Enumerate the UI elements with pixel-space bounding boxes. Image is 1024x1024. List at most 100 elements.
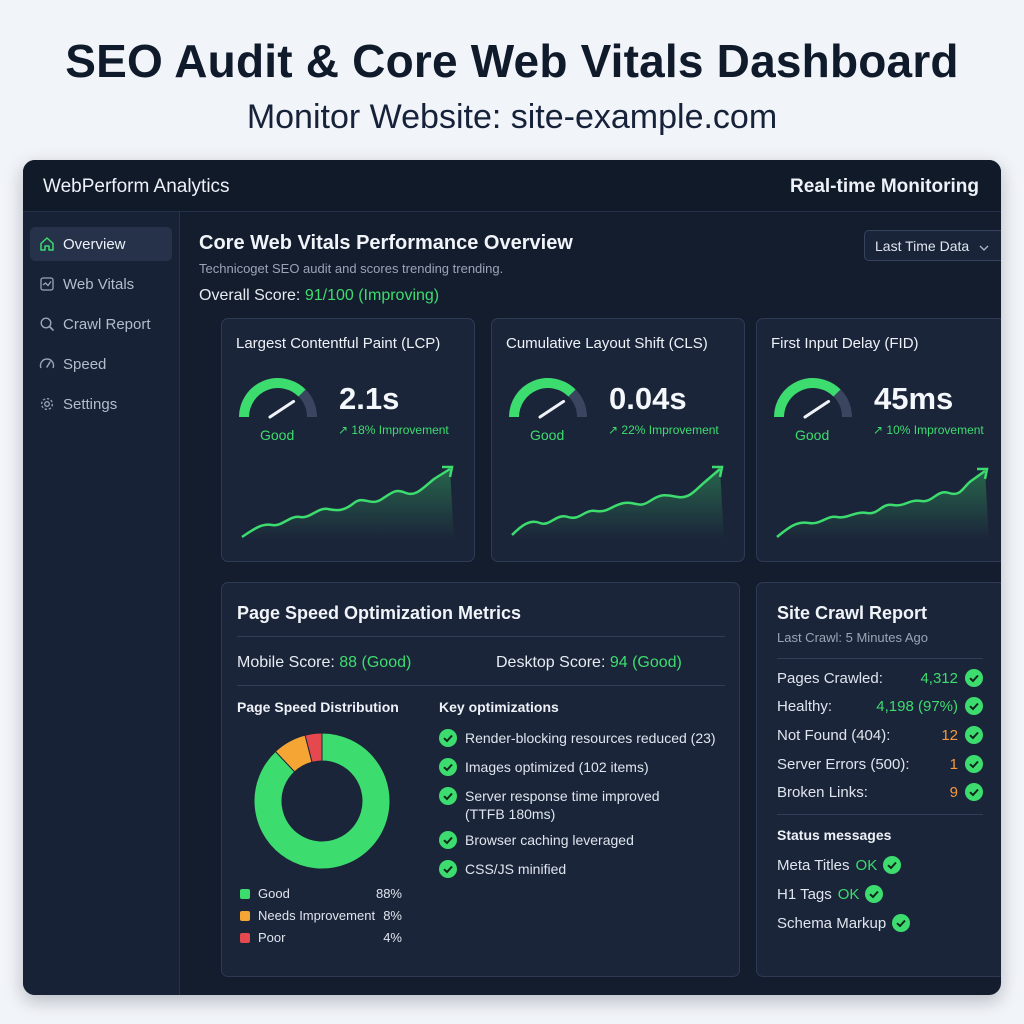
check-circle-icon	[892, 914, 911, 932]
divider	[777, 814, 983, 815]
app-window: WebPerform Analytics Real-time Monitorin…	[23, 160, 1001, 995]
gauge-icon	[774, 378, 852, 419]
vital-title: First Input Delay (FID)	[771, 335, 919, 352]
vital-card-cls[interactable]: Cumulative Layout Shift (CLS) Good 0.04s…	[491, 318, 745, 562]
sidebar-item-overview[interactable]: Overview	[30, 227, 172, 261]
desktop-score-label: Desktop Score:	[496, 654, 606, 671]
check-circle-icon	[439, 860, 457, 878]
crawl-row-value: 9	[949, 783, 958, 801]
crawl-row-pages-crawled: Pages Crawled: 4,312	[777, 669, 983, 687]
vital-trend-text: 10% Improvement	[886, 423, 984, 437]
legend-value: 8%	[383, 908, 402, 923]
home-icon	[39, 236, 55, 252]
optimization-item: Server response time improved (TTFB 180m…	[439, 787, 679, 823]
check-circle-icon	[439, 758, 457, 776]
legend-item-poor: Poor 4%	[240, 930, 402, 945]
crawl-title: Site Crawl Report	[777, 603, 928, 623]
legend-item-good: Good 88%	[240, 886, 402, 901]
sidebar-item-crawl-report[interactable]: Crawl Report	[30, 307, 172, 341]
legend-label: Good	[258, 886, 290, 901]
page-speed-title: Page Speed Optimization Metrics	[237, 603, 522, 623]
vital-value: 0.04s	[609, 381, 687, 416]
crawl-row-not-found: Not Found (404): 12	[777, 726, 983, 744]
vital-trend-text: 18% Improvement	[351, 423, 449, 437]
optimization-text: Browser caching leveraged	[465, 832, 634, 848]
vital-card-lcp[interactable]: Largest Contentful Paint (LCP) Good 2.1s…	[221, 318, 475, 562]
divider	[237, 636, 725, 637]
check-circle-icon	[883, 856, 902, 874]
status-title: Status messages	[777, 827, 892, 843]
time-range-value: Last Time Data	[875, 237, 970, 254]
vital-trend: ↗ 22% Improvement	[608, 423, 719, 437]
status-item-schema-markup: Schema Markup	[777, 914, 911, 932]
overall-score-value: 91/100 (Improving)	[304, 287, 440, 304]
sidebar-item-label: Speed	[63, 355, 107, 373]
crawl-row-value: 12	[941, 726, 958, 744]
legend-label: Needs Improvement	[258, 908, 376, 923]
sidebar-item-settings[interactable]: Settings	[30, 387, 172, 421]
mobile-score-label: Mobile Score:	[237, 654, 335, 671]
check-circle-icon	[439, 729, 457, 747]
status-label: Meta Titles	[777, 856, 850, 874]
crawl-row-label: Pages Crawled:	[777, 669, 883, 687]
vital-status: Good	[795, 427, 830, 443]
sidebar-item-label: Overview	[63, 235, 126, 253]
legend-value: 4%	[383, 930, 402, 945]
chevron-down-icon	[979, 238, 989, 254]
gauge-icon	[509, 378, 587, 419]
sidebar-item-label: Crawl Report	[63, 315, 151, 333]
overall-score-label: Overall Score:	[199, 287, 301, 304]
speedometer-icon	[39, 356, 55, 372]
optimization-item: Images optimized (102 items)	[439, 758, 739, 776]
gear-icon	[39, 396, 55, 412]
check-circle-icon	[439, 787, 457, 805]
desktop-score: Desktop Score: 94 (Good)	[496, 654, 682, 672]
page-subtitle: Monitor Website: site-example.com	[246, 98, 778, 136]
optimization-text: Images optimized (102 items)	[465, 759, 649, 775]
sparkline	[241, 465, 454, 539]
sparkline	[776, 467, 989, 539]
search-icon	[39, 316, 55, 332]
sidebar-item-speed[interactable]: Speed	[30, 347, 172, 381]
mobile-score: Mobile Score: 88 (Good)	[237, 654, 411, 672]
status-value: OK	[855, 856, 878, 874]
main-content: Core Web Vitals Performance Overview Tec…	[180, 212, 1001, 995]
status-label: H1 Tags	[777, 885, 832, 903]
check-circle-icon	[965, 697, 983, 715]
optimization-item: Browser caching leveraged	[439, 831, 739, 849]
vital-card-fid[interactable]: First Input Delay (FID) Good 45ms ↗ 10% …	[756, 318, 1001, 562]
vitals-icon	[39, 276, 55, 292]
overview-title: Core Web Vitals Performance Overview	[199, 232, 573, 254]
crawl-row-healthy: Healthy: 4,198 (97%)	[777, 697, 983, 715]
status-label: Schema Markup	[777, 914, 887, 932]
gauge-icon	[239, 378, 317, 419]
vital-trend: ↗ 18% Improvement	[338, 423, 449, 437]
crawl-row-value: 4,198 (97%)	[876, 697, 958, 715]
app-header: WebPerform Analytics Real-time Monitorin…	[23, 160, 1001, 212]
optimization-text: Server response time improved (TTFB 180m…	[465, 788, 660, 822]
vital-title: Largest Contentful Paint (LCP)	[236, 335, 441, 352]
page-title: SEO Audit & Core Web Vitals Dashboard	[65, 35, 959, 87]
status-item-h1-tags: H1 Tags OK	[777, 885, 884, 903]
check-circle-icon	[865, 885, 884, 903]
realtime-label: Real-time Monitoring	[790, 176, 979, 197]
time-range-dropdown[interactable]: Last Time Data	[864, 230, 1001, 261]
check-circle-icon	[965, 669, 983, 687]
check-circle-icon	[439, 831, 457, 849]
legend-label: Poor	[258, 930, 286, 945]
status-value: OK	[837, 885, 860, 903]
sidebar-item-web-vitals[interactable]: Web Vitals	[30, 267, 172, 301]
donut-slice-good	[253, 732, 391, 870]
legend-swatch	[240, 932, 250, 943]
divider	[777, 658, 983, 659]
divider	[237, 685, 725, 686]
brand-name: WebPerform Analytics	[43, 176, 230, 197]
check-circle-icon	[965, 726, 983, 744]
crawl-row-label: Not Found (404):	[777, 726, 891, 744]
vital-status: Good	[260, 427, 295, 443]
crawl-row-value: 4,312	[920, 669, 958, 687]
legend-swatch	[240, 888, 250, 899]
optimization-item: Render-blocking resources reduced (23)	[439, 729, 739, 747]
crawl-report-card: Site Crawl Report Last Crawl: 5 Minutes …	[756, 582, 1001, 977]
sidebar: Overview Web Vitals Crawl Report Speed S…	[23, 212, 180, 995]
